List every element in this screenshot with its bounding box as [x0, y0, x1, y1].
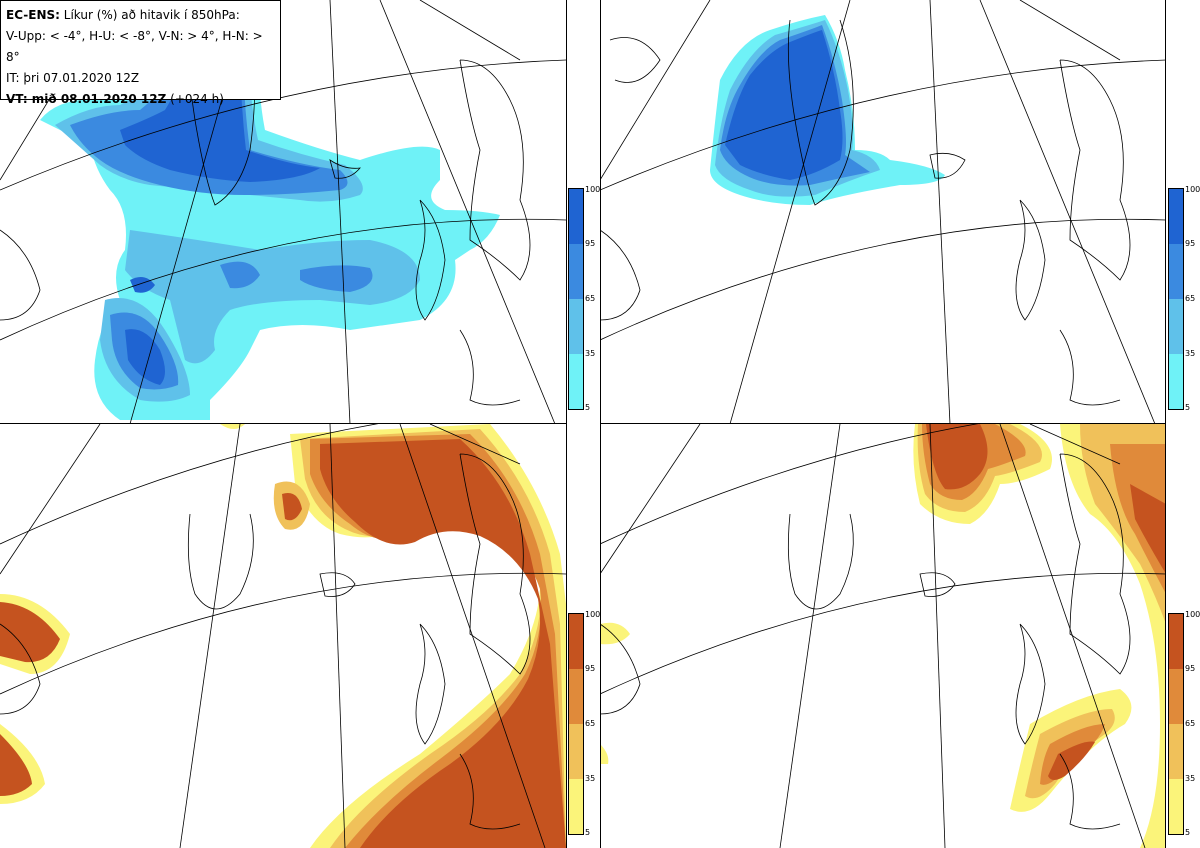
colorbar-label-65: 65 [1185, 294, 1196, 303]
panel-divider-horizontal [0, 423, 566, 424]
colorbar-blue [1168, 188, 1184, 410]
colorbar-blue-top-right: 100 95 65 35 5 [1168, 185, 1200, 413]
colorbar-label-95: 95 [1185, 239, 1196, 248]
colorbar-orange-bottom-left: 100 95 65 35 5 [568, 610, 601, 838]
probability-map-warm-4 [0, 424, 566, 848]
colorbar-label-95: 95 [585, 239, 596, 248]
map-panel-bottom-left [0, 424, 566, 848]
colorbar-label-65: 65 [1185, 719, 1196, 728]
colorbar-label-5: 5 [1185, 403, 1191, 412]
colorbar-orange-bottom-right: 100 95 65 35 5 [1168, 610, 1200, 838]
colorbar-orange [1168, 613, 1184, 835]
panel-divider-vertical [600, 0, 601, 848]
probability-map-warm-8 [600, 424, 1166, 848]
map-panel-top-right [600, 0, 1166, 424]
colorbar-label-35: 35 [1185, 349, 1196, 358]
info-title: Líkur (%) að hitavik í 850hPa: [59, 8, 240, 22]
colorbar-label-100: 100 [1185, 185, 1200, 194]
info-thresholds: V-Upp: < -4°, H-U: < -8°, V-N: > 4°, H-N… [6, 29, 263, 64]
panel-divider-vertical [566, 0, 567, 848]
colorbar-label-5: 5 [585, 828, 591, 837]
colorbar-label-5: 5 [1185, 828, 1191, 837]
map-panel-top-left: EC-ENS: Líkur (%) að hitavik í 850hPa: V… [0, 0, 566, 424]
colorbar-label-100: 100 [585, 185, 601, 194]
colorbar-label-35: 35 [585, 349, 596, 358]
colorbar-orange [568, 613, 584, 835]
colorbar-label-95: 95 [1185, 664, 1196, 673]
colorbar-label-100: 100 [1185, 610, 1200, 619]
colorbar-blue-top-left: 100 95 65 35 5 [568, 185, 601, 413]
colorbar-label-100: 100 [585, 610, 601, 619]
colorbar-label-35: 35 [585, 774, 596, 783]
info-box: EC-ENS: Líkur (%) að hitavik í 850hPa: V… [0, 0, 281, 106]
model-label: EC-ENS: [6, 8, 60, 22]
colorbar-label-5: 5 [585, 403, 591, 412]
info-initial-time: IT: þri 07.01.2020 12Z [6, 71, 140, 85]
colorbar-label-65: 65 [585, 294, 596, 303]
info-lead-time: (+024 h) [166, 92, 224, 106]
colorbar-blue [568, 188, 584, 410]
colorbar-label-95: 95 [585, 664, 596, 673]
colorbar-label-35: 35 [1185, 774, 1196, 783]
map-panel-bottom-right [600, 424, 1166, 848]
panel-divider-horizontal [600, 423, 1166, 424]
probability-map-cold-8 [600, 0, 1166, 424]
colorbar-label-65: 65 [585, 719, 596, 728]
info-valid-time: VT: mið 08.01.2020 12Z [6, 92, 167, 106]
panel-border-right [1165, 0, 1166, 848]
